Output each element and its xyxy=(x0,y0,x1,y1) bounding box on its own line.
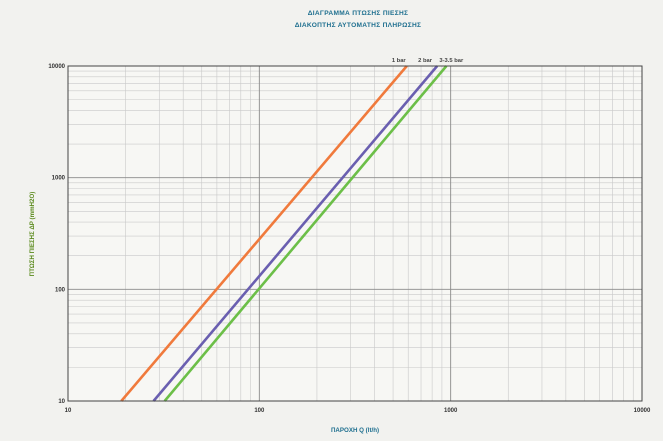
chart-title-line-2: ΔΙΑΚΟΠΤΗΣ ΑΥΤΟΜΑΤΗΣ ΠΛΗΡΩΣΗΣ xyxy=(295,22,422,29)
series-label: 1 bar xyxy=(392,58,407,64)
series-label: 3-3.5 bar xyxy=(439,58,464,64)
series-lines xyxy=(120,65,448,402)
series-line xyxy=(152,65,439,402)
x-axis-label: ΠΑΡΟΧΗ Q (lt/h) xyxy=(331,427,379,434)
axes xyxy=(67,65,643,402)
y-tick-label: 100 xyxy=(55,287,66,293)
y-tick-label: 10000 xyxy=(48,64,65,70)
series-line xyxy=(120,65,408,402)
series-labels: 1 bar 2 bar 3-3.5 bar xyxy=(392,58,464,64)
series-label: 2 bar xyxy=(418,58,433,64)
x-tick-label: 100 xyxy=(254,408,265,414)
chart-title-line-1: ΔΙΑΓΡΑΜΜΑ ΠΤΩΣΗΣ ΠΙΕΣΗΣ xyxy=(308,10,409,17)
y-tick-label: 10 xyxy=(58,399,65,405)
y-axis-label: ΠΤΩΣΗ ΠΙΕΣΗΣ ΔP (mmH2O) xyxy=(29,192,36,277)
plot-frame xyxy=(67,65,643,402)
tick-labels: 10 100 1000 10000 10 100 1000 10000 xyxy=(48,64,651,414)
y-tick-label: 1000 xyxy=(52,176,66,182)
series-line xyxy=(163,65,448,402)
grid xyxy=(67,65,643,402)
x-tick-label: 1000 xyxy=(444,408,458,414)
x-tick-label: 10000 xyxy=(634,408,651,414)
plot-area xyxy=(68,66,642,401)
x-tick-label: 10 xyxy=(65,408,72,414)
